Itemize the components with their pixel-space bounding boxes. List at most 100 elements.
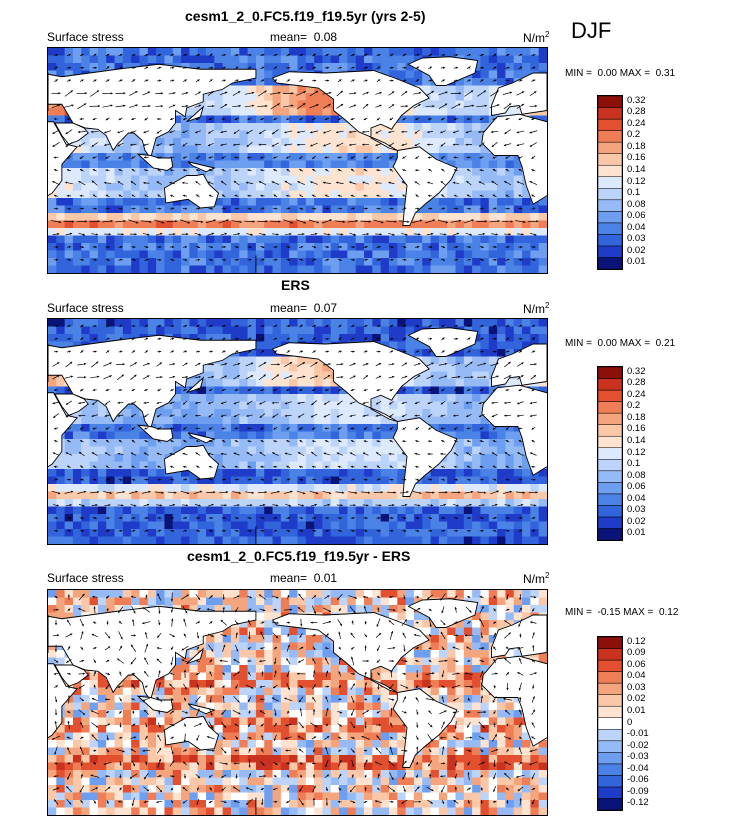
colorbar-swatch (598, 188, 622, 201)
field-cell (472, 506, 482, 515)
field-cell (339, 205, 348, 214)
field-cell (280, 145, 290, 154)
field-cell (505, 484, 515, 493)
field-cell (314, 319, 324, 328)
field-cell (97, 597, 107, 606)
field-cell (472, 145, 482, 154)
field-cell (264, 220, 274, 229)
field-cell (488, 469, 498, 478)
field-cell (380, 597, 390, 606)
field-cell (239, 198, 249, 207)
field-cell (530, 326, 540, 335)
field-cell (89, 258, 99, 267)
field-cell (380, 220, 390, 229)
field-cell (355, 536, 365, 544)
field-cell (247, 235, 257, 244)
field-cell (472, 386, 482, 395)
field-cell (472, 620, 482, 629)
field-cell (197, 100, 207, 109)
field-cell (72, 725, 82, 734)
field-cell (305, 657, 315, 666)
field-cell (372, 48, 382, 57)
field-cell (364, 48, 373, 57)
field-cell (289, 85, 299, 94)
field-cell (139, 476, 149, 485)
field-cell (364, 536, 373, 544)
field-cell (206, 439, 215, 448)
field-cell (222, 63, 232, 72)
field-cell (497, 717, 507, 726)
field-cell (330, 521, 340, 530)
field-cell (305, 732, 315, 741)
field-cell (480, 590, 490, 599)
field-cell (530, 476, 540, 485)
field-cell (114, 190, 124, 199)
field-cell (72, 702, 82, 711)
field-cell (147, 514, 157, 523)
field-cell (330, 265, 340, 273)
field-cell (355, 484, 365, 493)
field-cell (139, 529, 149, 538)
field-cell (305, 371, 315, 380)
field-cell (81, 228, 91, 237)
field-cell (413, 642, 423, 651)
field-cell (56, 205, 66, 214)
field-cell (339, 243, 348, 252)
field-cell (72, 213, 82, 222)
field-cell (455, 145, 465, 154)
land-mass (136, 424, 174, 442)
field-cell (172, 168, 182, 177)
min-label: MIN = (565, 68, 592, 79)
field-cell (397, 250, 407, 259)
field-cell (339, 258, 348, 267)
field-cell (81, 469, 91, 478)
field-cell (255, 597, 265, 606)
field-cell (280, 364, 290, 373)
field-cell (455, 265, 465, 273)
field-cell (197, 243, 207, 252)
field-cell (247, 138, 257, 147)
field-cell (122, 521, 132, 530)
field-cell (189, 710, 199, 719)
field-cell (289, 597, 299, 606)
field-cell (463, 710, 473, 719)
field-cell (222, 536, 232, 544)
field-cell (513, 250, 523, 259)
field-cell (322, 183, 332, 192)
field-cell (455, 710, 465, 719)
field-cell (156, 597, 166, 606)
field-cell (280, 725, 290, 734)
field-cell (522, 506, 531, 515)
field-cell (364, 514, 373, 523)
field-cell (97, 431, 107, 440)
field-cell (189, 665, 199, 674)
field-cell (305, 250, 315, 259)
field-cell (305, 424, 315, 433)
field-cell (347, 326, 357, 335)
field-cell (488, 78, 498, 87)
field-cell (280, 506, 290, 515)
field-cell (114, 454, 124, 463)
field-cell (214, 250, 224, 259)
field-cell (314, 250, 324, 259)
field-cell (513, 710, 523, 719)
field-cell (147, 461, 157, 470)
field-cell (289, 416, 299, 425)
field-cell (156, 446, 166, 455)
field-cell (222, 319, 232, 328)
field-cell (272, 130, 282, 139)
field-cell (472, 175, 482, 184)
field-cell (172, 115, 182, 124)
field-cell (497, 48, 507, 57)
field-cell (247, 725, 257, 734)
field-cell (322, 590, 332, 599)
field-cell (322, 213, 332, 222)
field-cell (463, 371, 473, 380)
field-cell (497, 476, 507, 485)
field-cell (380, 198, 390, 207)
field-cell (322, 702, 332, 711)
field-cell (322, 265, 332, 273)
field-cell (513, 491, 523, 500)
field-cell (280, 190, 290, 199)
field-cell (81, 250, 91, 259)
